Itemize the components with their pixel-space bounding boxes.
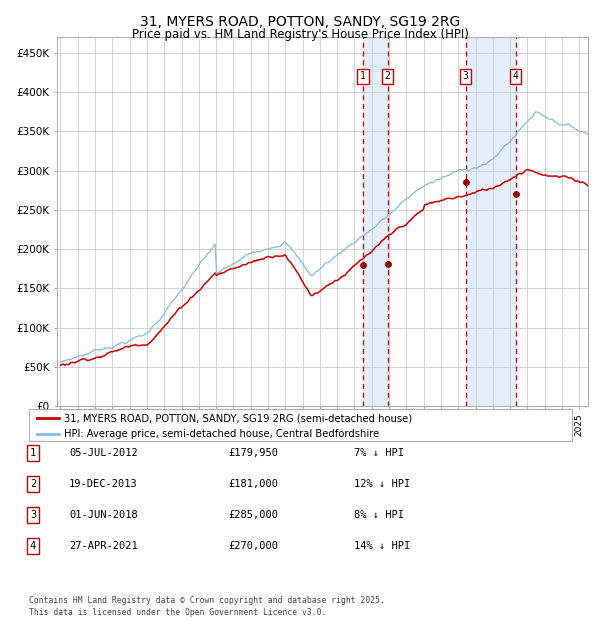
Bar [466,37,516,406]
Text: 3: 3 [30,510,36,520]
Text: 4: 4 [30,541,36,551]
Text: 31, MYERS ROAD, POTTON, SANDY, SG19 2RG: 31, MYERS ROAD, POTTON, SANDY, SG19 2RG [140,16,460,30]
Text: 2: 2 [30,479,36,489]
Bar [363,37,388,406]
Text: £179,950: £179,950 [228,448,278,458]
Text: Contains HM Land Registry data © Crown copyright and database right 2025.
This d: Contains HM Land Registry data © Crown c… [29,596,385,617]
Text: 19-DEC-2013: 19-DEC-2013 [69,479,138,489]
Text: £270,000: £270,000 [228,541,278,551]
Text: £285,000: £285,000 [228,510,278,520]
Text: HPI: Average price, semi-detached house, Central Bedfordshire: HPI: Average price, semi-detached house,… [64,428,379,439]
Text: 27-APR-2021: 27-APR-2021 [69,541,138,551]
Text: 4: 4 [513,71,518,81]
Text: 1: 1 [30,448,36,458]
Text: 3: 3 [463,71,469,81]
Text: 31, MYERS ROAD, POTTON, SANDY, SG19 2RG (semi-detached house): 31, MYERS ROAD, POTTON, SANDY, SG19 2RG … [64,413,412,423]
Text: Price paid vs. HM Land Registry's House Price Index (HPI): Price paid vs. HM Land Registry's House … [131,28,469,41]
Text: £181,000: £181,000 [228,479,278,489]
Text: 01-JUN-2018: 01-JUN-2018 [69,510,138,520]
Text: 2: 2 [385,71,391,81]
Text: 7% ↓ HPI: 7% ↓ HPI [354,448,404,458]
Text: 12% ↓ HPI: 12% ↓ HPI [354,479,410,489]
Text: 14% ↓ HPI: 14% ↓ HPI [354,541,410,551]
Text: 1: 1 [360,71,366,81]
Text: 8% ↓ HPI: 8% ↓ HPI [354,510,404,520]
Text: 05-JUL-2012: 05-JUL-2012 [69,448,138,458]
